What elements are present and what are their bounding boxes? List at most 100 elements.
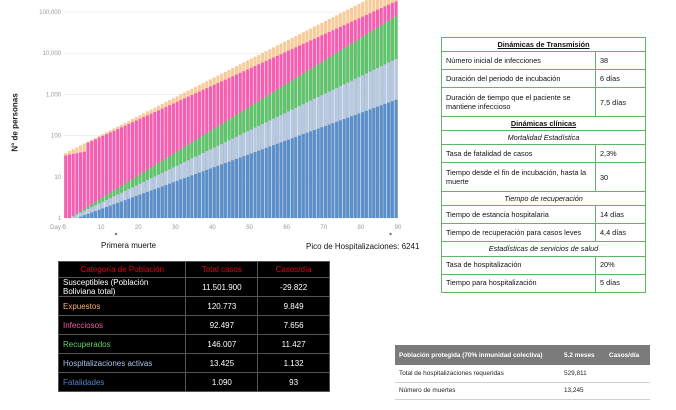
row-label: Tiempo desde el fin de incubación, hasta…: [441, 162, 596, 193]
bar: [90, 140, 94, 218]
population-row: Expuestos 120.773 9.849: [57, 296, 330, 316]
bar: [127, 198, 131, 218]
bar: [82, 210, 86, 218]
population-daily: 7.656: [257, 315, 330, 335]
bar: [82, 151, 86, 218]
bar: [145, 115, 149, 218]
bar: [298, 135, 302, 218]
bar: [123, 125, 127, 218]
population-table: Categoría de Población Total casos Casos…: [57, 261, 330, 392]
header-category: Categoría de Población: [57, 261, 187, 278]
bar: [264, 147, 268, 218]
bar: [153, 189, 157, 218]
bar: [309, 131, 313, 218]
bar: [112, 130, 116, 218]
population-row: Susceptibles (Población Boliviana total)…: [57, 277, 330, 297]
bar: [301, 134, 305, 218]
row-value: 6 días: [595, 69, 646, 89]
bar: [86, 213, 90, 218]
bar: [86, 142, 90, 218]
bar: [335, 121, 339, 218]
row-time-to-hospitalization: Tiempo para hospitalización 5 días: [441, 273, 646, 293]
population-category: Susceptibles (Población Boliviana total): [57, 277, 187, 297]
population-total: 13.425: [185, 353, 259, 373]
row-value: 5 días: [595, 273, 646, 293]
population-row: Recuperados 146.007 11.427: [57, 334, 330, 354]
peak-hospitalizations-note: Pico de Hospitalizaciones: 6241: [306, 242, 420, 251]
bar: [149, 113, 153, 218]
x-tick-label: 20: [135, 225, 142, 231]
x-tick-label: 70: [320, 225, 327, 231]
bar: [101, 208, 105, 218]
bar: [323, 125, 328, 218]
bar: [205, 169, 209, 218]
bar: [257, 150, 261, 218]
bar: [290, 138, 294, 218]
bar: [97, 209, 101, 218]
population-daily: 11.427: [257, 334, 330, 354]
header-total: Total casos: [185, 261, 259, 278]
health-services-subtitle: Estadísticas de servicios de salud: [441, 241, 646, 257]
bar: [142, 193, 146, 218]
dynamics-table: Dinámicas de Transmisión Número inicial …: [441, 36, 646, 293]
protection-row-value: 13,245: [560, 382, 605, 400]
bar: [342, 119, 346, 218]
recovery-subtitle: Tiempo de recuperación: [441, 191, 646, 207]
bar: [142, 117, 146, 218]
bar: [82, 215, 86, 218]
row-infectious: Duración de tiempo que el paciente se ma…: [441, 87, 646, 118]
bar: [168, 183, 172, 218]
clinical-title: Dinámicas clínicas: [441, 116, 646, 132]
population-total: 120.773: [185, 296, 259, 316]
bar: [93, 211, 97, 218]
bar: [145, 191, 149, 218]
x-tick-label: 50: [246, 225, 253, 231]
row-value: 4,4 días: [595, 223, 646, 243]
population-daily: -29.822: [257, 277, 330, 297]
y-tick-label: 100,000: [39, 10, 61, 16]
y-tick-label: 1: [58, 216, 62, 222]
bar: [375, 106, 380, 218]
bar: [79, 212, 83, 218]
header-cases-per-day: Casos/día: [605, 345, 650, 365]
bar: [67, 154, 72, 218]
bar: [194, 174, 198, 218]
bar: [253, 152, 257, 218]
bar: [227, 161, 231, 218]
bar: [64, 155, 68, 218]
bar: [75, 214, 79, 218]
row-value: 20%: [595, 255, 646, 275]
bar: [131, 122, 135, 218]
bar: [138, 118, 142, 218]
bar: [349, 116, 354, 218]
header-daily: Casos/día: [257, 261, 330, 278]
bar: [116, 129, 120, 218]
bar: [353, 114, 357, 218]
bar: [231, 160, 235, 218]
bar: [234, 158, 239, 218]
bar: [134, 196, 138, 218]
protection-row: Total de hospitalizaciones requeridas 52…: [395, 365, 650, 383]
row-value: 7,5 días: [595, 87, 646, 118]
bar: [97, 137, 101, 218]
bar: [394, 99, 398, 218]
bar: [368, 109, 372, 218]
population-total: 92.497: [185, 315, 259, 335]
bar: [387, 102, 391, 218]
row-label: Tiempo de recuperación para casos leves: [441, 223, 596, 243]
protection-table: Población protegida (70% inmunidad colec…: [395, 345, 650, 400]
bar: [127, 123, 131, 218]
population-category: Fatalidades: [57, 372, 187, 392]
population-daily: 1.132: [257, 353, 330, 373]
bar: [383, 103, 387, 218]
row-label: Tiempo para hospitalización: [441, 273, 596, 293]
bar: [71, 153, 75, 218]
bar: [283, 141, 287, 218]
bar: [123, 200, 127, 218]
population-daily: 93: [257, 372, 330, 392]
bar: [260, 149, 264, 218]
bar: [316, 128, 320, 218]
bar: [71, 216, 75, 218]
bar: [346, 117, 350, 218]
first-death-marker: [114, 232, 118, 236]
